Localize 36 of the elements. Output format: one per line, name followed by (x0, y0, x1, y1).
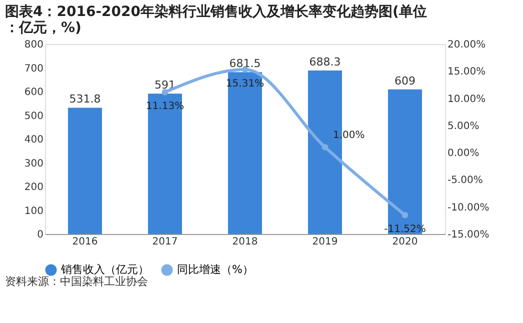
y2-tick-label: -5.00% (448, 175, 483, 186)
text: 资料来源：中国染料工业协会 (5, 275, 148, 288)
y-tick-label: 100 (24, 206, 44, 217)
x-tick-label: 2020 (392, 236, 418, 248)
point (402, 212, 408, 218)
y-tick-label: 200 (24, 182, 44, 193)
y2-tick-label: 0.00% (448, 148, 480, 160)
y2-tick-label: 20.00% (448, 40, 486, 50)
y2-tick-label: 5.00% (448, 120, 480, 132)
point (322, 144, 328, 150)
y2-tick-label: 15.00% (448, 66, 486, 78)
data-label: 688.3 (309, 56, 341, 69)
data-label: 681.5 (229, 57, 261, 70)
legend-label: 同比增速（%） (177, 263, 254, 276)
x-tick-label: 2018 (232, 236, 258, 248)
chart-title: 图表4：2016-2020年染料行业销售收入及增长率变化趋势图(单位：亿元，%) (5, 3, 427, 36)
bar (68, 108, 102, 234)
y-tick-label: 500 (24, 110, 44, 122)
y-tick-label: 400 (24, 134, 44, 146)
y-tick-label: 600 (24, 87, 44, 98)
y-tick-label: 700 (24, 63, 44, 74)
y2-tick-label: -15.00% (448, 230, 490, 240)
point (162, 88, 168, 96)
y2-tick-label: 10.00% (448, 94, 486, 105)
y-tick-label: 300 (24, 158, 44, 170)
x-tick-label: 2017 (152, 236, 178, 248)
y-tick-label: 800 (24, 40, 44, 50)
data-label: 609 (394, 74, 416, 88)
y-tick-label: 0 (37, 230, 44, 240)
y2-tick-label: -10.00% (448, 202, 490, 214)
data-label: 531.8 (69, 92, 101, 106)
x-tick-label: 2019 (312, 236, 338, 248)
x-tick-label: 2016 (72, 236, 98, 248)
legend-label: 销售收入（亿元） (60, 263, 149, 276)
bar (228, 72, 262, 234)
bar (148, 94, 182, 234)
